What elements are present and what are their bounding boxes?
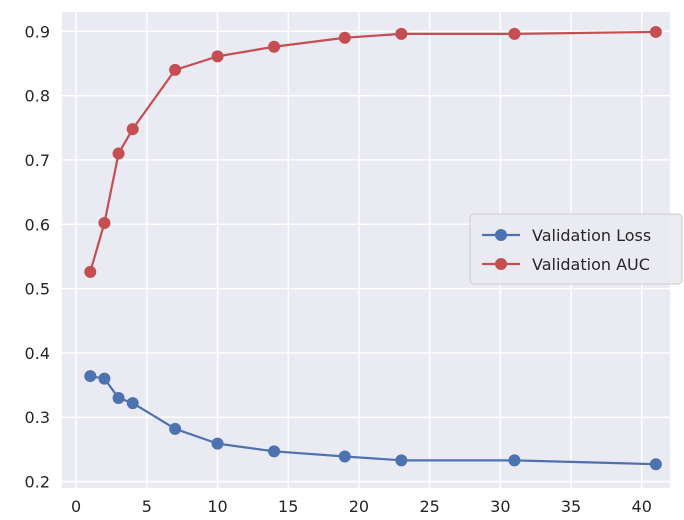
data-point: [169, 422, 182, 435]
x-tick-label: 5: [142, 497, 152, 516]
legend: Validation Loss Validation AUC: [469, 213, 683, 285]
y-axis-ticks: 0.2 0.3 0.4 0.5 0.6 0.7 0.8 0.9: [25, 22, 50, 491]
x-axis-ticks: 0 5 10 15 20 25 30 35 40: [71, 497, 652, 516]
x-tick-label: 25: [419, 497, 439, 516]
data-point: [338, 31, 351, 44]
data-point: [98, 216, 111, 229]
data-point: [211, 437, 224, 450]
legend-marker: [495, 258, 507, 270]
data-point: [268, 40, 281, 53]
y-tick-label: 0.2: [25, 473, 50, 492]
y-tick-label: 0.6: [25, 215, 50, 234]
data-point: [126, 397, 139, 410]
y-tick-label: 0.4: [25, 344, 50, 363]
x-tick-label: 40: [632, 497, 652, 516]
y-tick-label: 0.7: [25, 151, 50, 170]
legend-marker: [495, 229, 507, 241]
data-point: [395, 27, 408, 40]
legend-box: [469, 213, 683, 285]
data-point: [395, 454, 408, 467]
series-validation-auc: [84, 25, 662, 278]
data-point: [508, 454, 521, 467]
x-tick-label: 15: [278, 497, 298, 516]
legend-label: Validation AUC: [532, 255, 650, 274]
y-tick-label: 0.3: [25, 408, 50, 427]
x-tick-label: 10: [207, 497, 227, 516]
data-point: [169, 63, 182, 76]
data-point: [649, 458, 662, 471]
y-tick-label: 0.9: [25, 22, 50, 41]
data-point: [84, 370, 97, 383]
data-point: [126, 123, 139, 136]
data-point: [112, 147, 125, 160]
data-point: [649, 25, 662, 38]
y-tick-label: 0.8: [25, 87, 50, 106]
data-point: [268, 445, 281, 458]
x-tick-label: 0: [71, 497, 81, 516]
data-point: [508, 27, 521, 40]
x-tick-label: 35: [561, 497, 581, 516]
x-tick-label: 20: [349, 497, 369, 516]
y-tick-label: 0.5: [25, 280, 50, 299]
data-point: [84, 265, 97, 278]
x-tick-label: 30: [490, 497, 510, 516]
series-validation-loss: [84, 370, 662, 471]
data-point: [98, 372, 111, 385]
series-layer: [84, 25, 662, 471]
grid-lines: [62, 12, 670, 488]
data-point: [211, 50, 224, 63]
legend-label: Validation Loss: [532, 226, 651, 245]
data-point: [338, 450, 351, 463]
data-point: [112, 391, 125, 404]
